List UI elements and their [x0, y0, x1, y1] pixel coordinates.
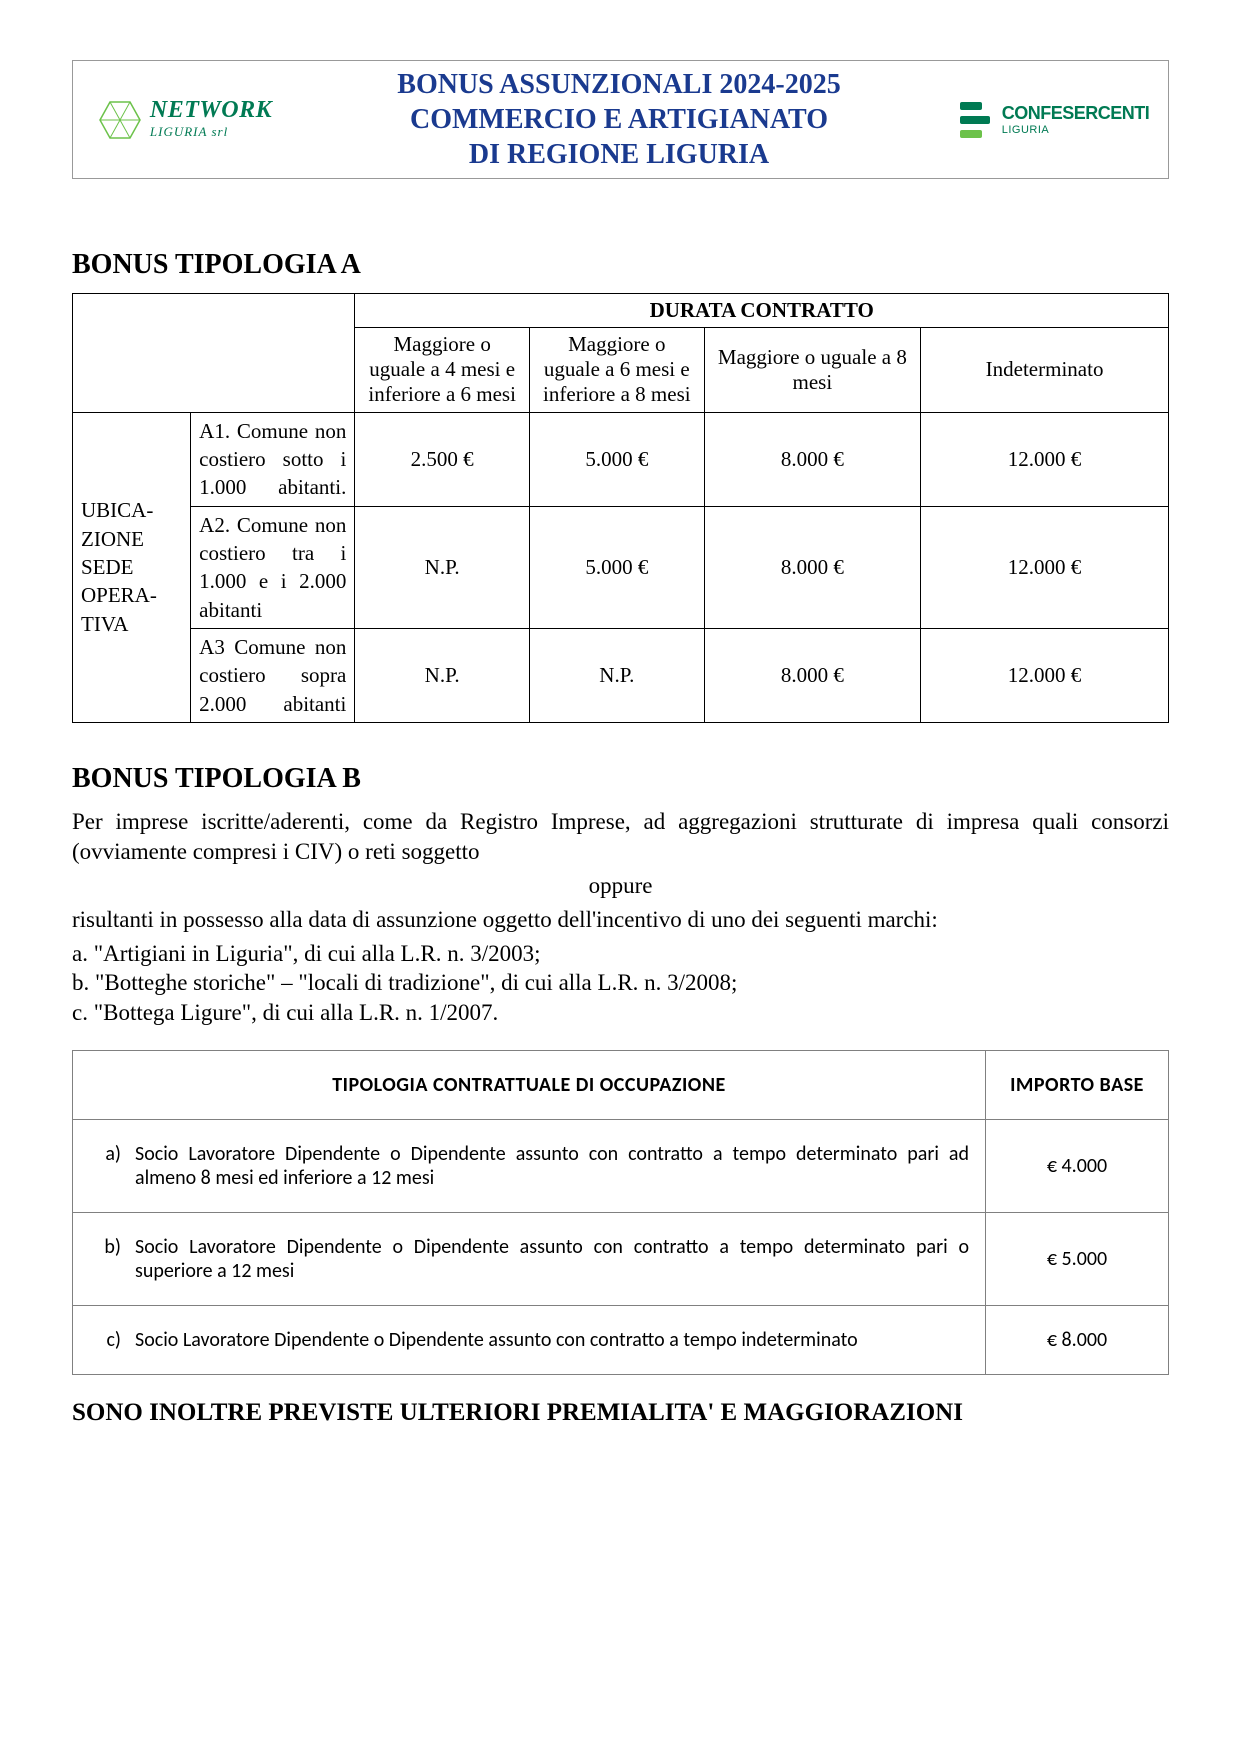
- table-a-cell: 8.000 €: [704, 412, 920, 506]
- table-a-durata-header: DURATA CONTRATTO: [355, 294, 1169, 328]
- table-a-cell: N.P.: [355, 628, 530, 722]
- table-a-col-1: Maggiore o uguale a 6 mesi e inferiore a…: [530, 328, 705, 413]
- section-b-intro2: risultanti in possesso alla data di assu…: [72, 905, 1169, 935]
- table-b-marker: c): [89, 1328, 121, 1352]
- table-a-cell: 5.000 €: [530, 506, 705, 628]
- table-a: DURATA CONTRATTO Maggiore o uguale a 4 m…: [72, 293, 1169, 723]
- table-b-marker: a): [89, 1142, 121, 1190]
- table-a-cell: 8.000 €: [704, 628, 920, 722]
- table-a-cell: 12.000 €: [921, 506, 1169, 628]
- table-a-row-label: A1. Comune non costiero sotto i 1.000 ab…: [191, 412, 355, 506]
- table-a-row: A3 Comune non costiero sopra 2.000 abita…: [73, 628, 1169, 722]
- section-b-list-item: c. "Bottega Ligure", di cui alla L.R. n.…: [72, 998, 1169, 1028]
- table-a-cell: N.P.: [530, 628, 705, 722]
- table-b-marker: b): [89, 1235, 121, 1283]
- table-b-amount: € 4.000: [986, 1120, 1169, 1213]
- section-a-title: BONUS TIPOLOGIA A: [72, 249, 1169, 281]
- logo-right-text: CONFESERCENTI: [1002, 103, 1150, 124]
- table-a-col-0: Maggiore o uguale a 4 mesi e inferiore a…: [355, 328, 530, 413]
- table-a-row: A2. Comune non costiero tra i 1.000 e i …: [73, 506, 1169, 628]
- table-a-side-label: UBICA- ZIONE SEDE OPERA- TIVA: [73, 412, 191, 722]
- table-a-row-label: A2. Comune non costiero tra i 1.000 e i …: [191, 506, 355, 628]
- table-a-col-3: Indeterminato: [921, 328, 1169, 413]
- table-b: TIPOLOGIA CONTRATTUALE DI OCCUPAZIONE IM…: [72, 1050, 1169, 1375]
- page: NETWORK LIGURIA srl BONUS ASSUNZIONALI 2…: [0, 0, 1241, 1755]
- table-a-cell: 8.000 €: [704, 506, 920, 628]
- section-b-oppure: oppure: [72, 871, 1169, 901]
- logo-right-sub: LIGURIA: [1002, 124, 1050, 136]
- table-b-row: b) Socio Lavoratore Dipendente o Dipende…: [73, 1213, 1169, 1306]
- logo-left: NETWORK LIGURIA srl: [83, 96, 283, 144]
- table-a-cell: 12.000 €: [921, 412, 1169, 506]
- section-b-list-item: a. "Artigiani in Liguria", di cui alla L…: [72, 939, 1169, 969]
- table-b-row: a) Socio Lavoratore Dipendente o Dipende…: [73, 1120, 1169, 1213]
- confesercenti-icon: [956, 98, 996, 142]
- section-b-intro1: Per imprese iscritte/aderenti, come da R…: [72, 807, 1169, 867]
- table-b-desc: Socio Lavoratore Dipendente o Dipendente…: [135, 1235, 969, 1283]
- table-b-desc: Socio Lavoratore Dipendente o Dipendente…: [135, 1328, 969, 1352]
- table-a-row: UBICA- ZIONE SEDE OPERA- TIVA A1. Comune…: [73, 412, 1169, 506]
- logo-right: CONFESERCENTI LIGURIA: [955, 98, 1150, 142]
- section-b-title: BONUS TIPOLOGIA B: [72, 763, 1169, 795]
- section-b-list-item: b. "Botteghe storiche" – "locali di trad…: [72, 968, 1169, 998]
- table-b-col1-header: TIPOLOGIA CONTRATTUALE DI OCCUPAZIONE: [73, 1051, 986, 1120]
- header-box: NETWORK LIGURIA srl BONUS ASSUNZIONALI 2…: [72, 60, 1169, 179]
- table-a-cell: 5.000 €: [530, 412, 705, 506]
- table-a-col-2: Maggiore o uguale a 8 mesi: [704, 328, 920, 413]
- table-a-cell: 12.000 €: [921, 628, 1169, 722]
- header-title-line1: BONUS ASSUNZIONALI 2024-2025: [283, 67, 955, 102]
- table-a-cell: 2.500 €: [355, 412, 530, 506]
- table-b-amount: € 5.000: [986, 1213, 1169, 1306]
- closing-line: SONO INOLTRE PREVISTE ULTERIORI PREMIALI…: [72, 1399, 1169, 1427]
- table-b-desc: Socio Lavoratore Dipendente o Dipendente…: [135, 1142, 969, 1190]
- table-a-cell: N.P.: [355, 506, 530, 628]
- table-b-row: c) Socio Lavoratore Dipendente o Dipende…: [73, 1306, 1169, 1375]
- table-a-row-label: A3 Comune non costiero sopra 2.000 abita…: [191, 628, 355, 722]
- logo-left-sub: LIGURIA srl: [150, 124, 228, 140]
- logo-left-text: NETWORK: [150, 97, 272, 124]
- table-b-amount: € 8.000: [986, 1306, 1169, 1375]
- header-title: BONUS ASSUNZIONALI 2024-2025 COMMERCIO E…: [283, 67, 955, 172]
- table-b-col2-header: IMPORTO BASE: [986, 1051, 1169, 1120]
- header-title-line3: DI REGIONE LIGURIA: [283, 137, 955, 172]
- network-polygon-icon: [94, 96, 146, 144]
- header-title-line2: COMMERCIO E ARTIGIANATO: [283, 102, 955, 137]
